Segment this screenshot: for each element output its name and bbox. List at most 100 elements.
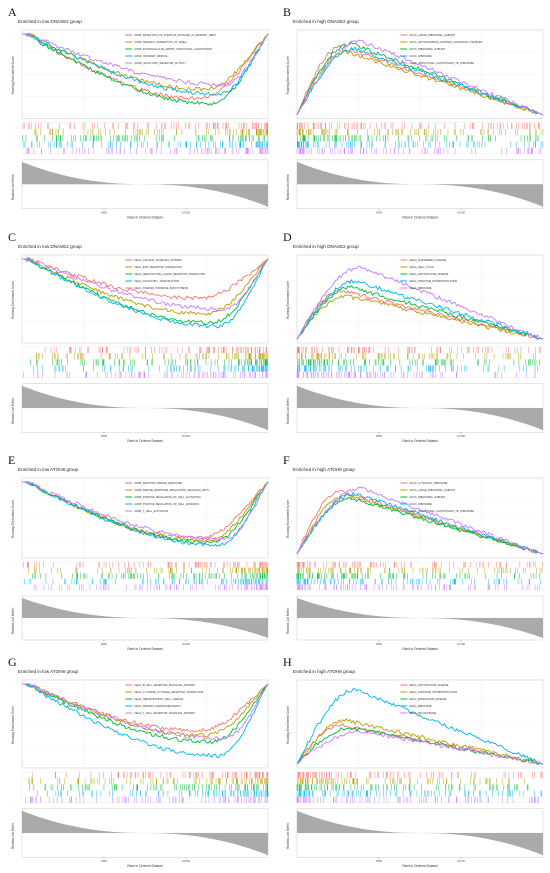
legend-entry-1: GOBP_DETECTION_OF_STIMULUS_INVOLVED_IN_S… xyxy=(134,34,216,37)
es-curve-2 xyxy=(296,294,544,340)
legend-entry-4: KEGG_OXIDATIVE_PHOSPHORYLATION xyxy=(409,280,457,283)
legend-entry-2: KEGG_CELL_CYCLE xyxy=(409,266,434,269)
x-axis-label: Rank in Ordered Dataset xyxy=(402,439,437,443)
legend-entry-1: KEGG_HUNTINGTONS_DISEASE xyxy=(409,684,448,687)
es-curve-5 xyxy=(21,683,269,741)
es-curve-4 xyxy=(21,683,269,759)
es-curve-4 xyxy=(21,481,269,547)
es-curve-4 xyxy=(21,33,269,96)
y-axis-label: Running Enrichment Score xyxy=(286,706,290,744)
legend-entry-2: GOCC_LARGE_RIBOSOMAL_SUBUNIT xyxy=(409,489,455,492)
legend-entry-5: GOBP_T_CELL_ACTIVATION xyxy=(134,510,168,513)
legend-entry-2: GOCC_MITOCHONDRIAL_PROTEIN_CONTAINING_CO… xyxy=(409,41,482,44)
panel-letter: F xyxy=(283,453,290,467)
es-curve-4 xyxy=(296,688,544,765)
legend-entry-4: GOBP_POSITIVE_REGULATION_OF_CELL_ADHESIO… xyxy=(134,503,199,506)
metric-axis-label: Ranked List Metric xyxy=(11,822,15,849)
legend-entry-4: GOMF_ODORANT_BINDING xyxy=(134,55,167,58)
ranked-metric-area xyxy=(22,598,268,638)
panel-letter: B xyxy=(283,5,291,19)
x-axis-label: Rank in Ordered Dataset xyxy=(402,647,437,651)
es-curve-5 xyxy=(21,33,269,87)
x-tick-label: 5000 xyxy=(376,642,382,646)
panel-letter: D xyxy=(283,230,292,244)
panel-letter: A xyxy=(8,5,17,19)
x-tick-label: 10,000 xyxy=(182,642,190,646)
es-curve-5 xyxy=(296,729,544,765)
legend-entry-4: KEGG_RIBOSOME xyxy=(409,705,431,708)
x-tick-label: 5000 xyxy=(101,434,107,438)
legend-entry-2: KEGG_ECM_RECEPTOR_INTERACTION xyxy=(134,266,182,269)
panel-title: Enriched in high ATOH8 group xyxy=(293,467,355,472)
es-curve-5 xyxy=(296,265,544,340)
x-tick-label: 5000 xyxy=(101,859,107,863)
legend-entry-2: KEGG_OXIDATIVE_PHOSPHORYLATION xyxy=(409,691,457,694)
metric-axis-label: Ranked List Metric xyxy=(286,173,290,200)
x-axis-label: Rank in Ordered Dataset xyxy=(127,647,162,651)
hit-band-frame xyxy=(21,561,269,591)
panel-title: Enriched in low DNASE2 group xyxy=(18,19,82,24)
legend-entry-1: GOCC_LARGE_RIBOSOMAL_SUBUNIT xyxy=(409,34,455,37)
es-curve-2 xyxy=(21,258,269,316)
hit-band-frame xyxy=(21,771,269,803)
x-tick-label: 10,000 xyxy=(182,859,190,863)
y-axis-label: Running Enrichment Score xyxy=(11,281,15,319)
legend-entry-2: GOBP_SENSORY_PERCEPTION_OF_SMELL xyxy=(134,41,187,44)
ranked-metric-area xyxy=(22,385,268,431)
legend-entry-3: KEGG_HEMATOPOIETIC_CELL_LINEAGE xyxy=(134,698,183,701)
legend-entry-5: GOMF_OLFACTORY_RECEPTOR_ACTIVITY xyxy=(134,62,186,65)
ranked-metric-area xyxy=(297,810,543,856)
y-axis-label: Running Enrichment Score xyxy=(11,56,15,94)
y-axis-label: Running Enrichment Score xyxy=(286,56,290,94)
x-axis-label: Rank in Ordered Dataset xyxy=(127,439,162,443)
es-curve-1 xyxy=(21,257,269,301)
panel-letter: E xyxy=(8,453,15,467)
x-tick-label: 5000 xyxy=(376,211,382,215)
y-axis-label: Running Enrichment Score xyxy=(286,281,290,319)
x-axis-label: Rank in Ordered Dataset xyxy=(127,216,162,220)
legend-entry-5: KEGG_RIBOSOME xyxy=(409,287,431,290)
legend-entry-3: GOCC_RIBOSOMAL_SUBUNIT xyxy=(409,496,446,499)
legend-entry-5: KEGG_SPLICEOSOME xyxy=(409,712,436,715)
x-axis-label: Rank in Ordered Dataset xyxy=(402,864,437,868)
es-curve-4 xyxy=(296,46,544,116)
ranked-metric-area xyxy=(297,161,543,207)
x-tick-label: 10,000 xyxy=(457,859,465,863)
legend-entry-3: KEGG_HUNTINGTONS_DISEASE xyxy=(409,273,448,276)
es-curve-4 xyxy=(296,491,544,555)
legend-entry-4: GOCC_RIBOSOME xyxy=(409,55,432,58)
x-tick-label: 5000 xyxy=(376,859,382,863)
es-curve-3 xyxy=(21,32,269,106)
metric-axis-label: Ranked List Metric xyxy=(11,607,15,634)
legend-entry-5: KEGG_STEROID_HORMONE_BIOSYNTHESIS xyxy=(134,287,188,290)
es-curve-5 xyxy=(296,486,544,555)
panel-title: Enriched in high DNASE2 group xyxy=(293,19,359,24)
legend-entry-3: KEGG_PARKINSONS_DISEASE xyxy=(409,698,446,701)
panel-title: Enriched in high ATOH8 group xyxy=(293,669,355,674)
panel-title: Enriched in low ATOH8 group xyxy=(18,467,79,472)
es-curve-5 xyxy=(21,480,269,542)
x-tick-label: 5000 xyxy=(376,434,382,438)
es-curve-2 xyxy=(296,717,544,765)
metric-axis-label: Ranked List Metric xyxy=(11,397,15,424)
legend-entry-1: KEGG_B_CELL_RECEPTOR_SIGNALING_PATHWAY xyxy=(134,684,196,687)
es-curve-4 xyxy=(21,257,269,329)
x-axis-label: Rank in Ordered Dataset xyxy=(127,864,162,868)
legend-entry-4: KEGG_OLFACTORY_TRANSDUCTION xyxy=(134,280,179,283)
y-axis-label: Running Enrichment Score xyxy=(286,500,290,538)
metric-axis-label: Ranked List Metric xyxy=(286,822,290,849)
ranked-metric-area xyxy=(22,161,268,207)
panel-letter: G xyxy=(8,655,17,669)
legend-entry-1: KEGG_ALZHEIMERS_DISEASE xyxy=(409,259,446,262)
legend-entry-2: GOBP_IMMUNE_RESPONSE_REGULATING_SIGNALIN… xyxy=(134,489,208,492)
metric-axis-label: Ranked List Metric xyxy=(286,397,290,424)
legend-entry-5: KEGG_T_CELL_RECEPTOR_SIGNALING_PATHWAY xyxy=(134,712,195,715)
